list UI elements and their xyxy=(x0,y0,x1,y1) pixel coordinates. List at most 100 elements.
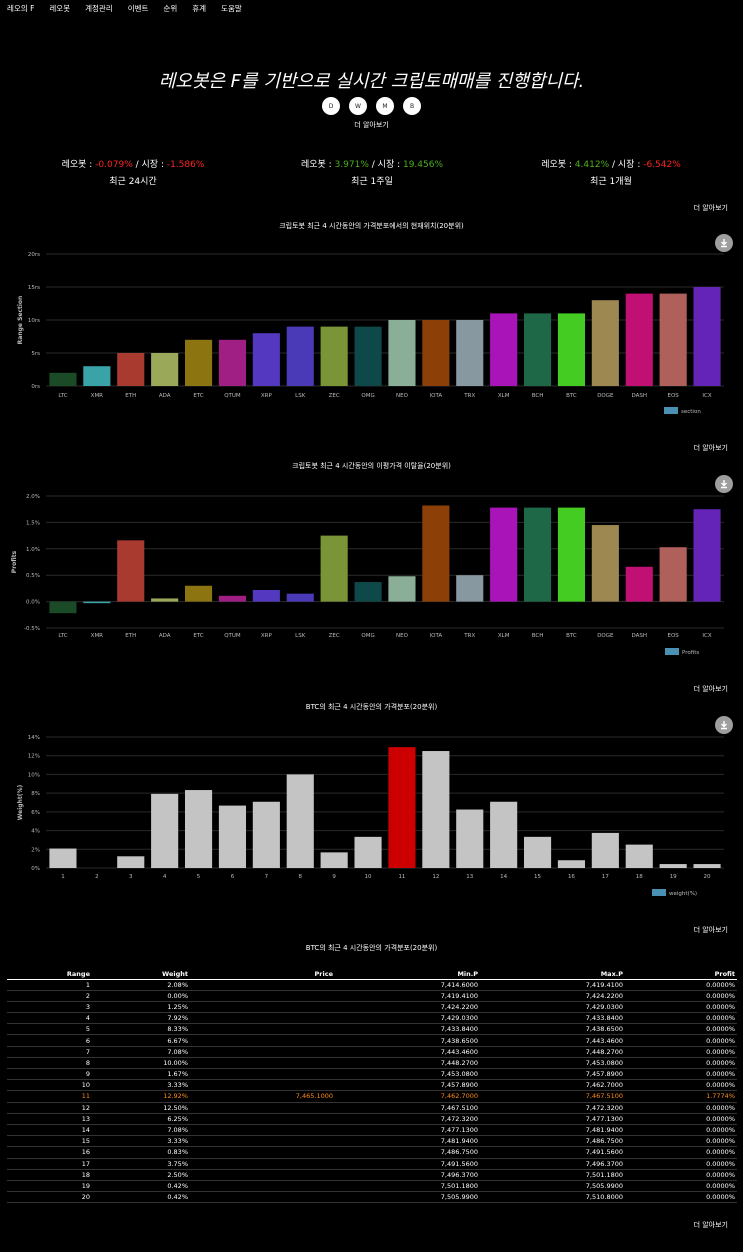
bar-ICX[interactable] xyxy=(693,287,721,386)
bar-ETC[interactable] xyxy=(184,585,213,602)
bar-BCH[interactable] xyxy=(523,313,552,386)
stat-market-label: / 시장 : xyxy=(368,160,403,170)
more-link-table[interactable]: 더 알아보기 xyxy=(693,926,728,934)
bar-1[interactable] xyxy=(49,848,77,868)
more-link-bottom[interactable]: 더 알아보기 xyxy=(693,1221,728,1229)
bar-7[interactable] xyxy=(252,801,280,868)
bar-DOGE[interactable] xyxy=(591,300,619,386)
bar-EOS[interactable] xyxy=(659,293,687,386)
cell-weight: 12.50% xyxy=(92,1102,190,1114)
x-tick-label: DASH xyxy=(631,393,647,399)
legend-swatch[interactable] xyxy=(652,889,666,896)
bar-10[interactable] xyxy=(354,836,382,868)
document-icon[interactable]: D xyxy=(322,97,340,115)
bar-NEO[interactable] xyxy=(388,320,416,386)
bar-LSK[interactable] xyxy=(286,593,314,602)
bar-QTUM[interactable] xyxy=(218,339,247,386)
bar-NEO[interactable] xyxy=(388,576,416,602)
bar-DASH[interactable] xyxy=(625,566,653,602)
cell-profit: 0.0000% xyxy=(625,1135,737,1148)
nav-item-leobot[interactable]: 레오봇 xyxy=(49,3,71,13)
bar-BCH[interactable] xyxy=(523,507,552,602)
cell-weight: 7.08% xyxy=(92,1046,190,1058)
legend-swatch[interactable] xyxy=(665,648,679,655)
cell-range: 10 xyxy=(7,1079,92,1092)
bar-XMR[interactable] xyxy=(83,601,111,604)
bar-ETH[interactable] xyxy=(117,540,145,602)
table-row: 14 7.08% 7,477.1300 7,481.9400 0.0000% xyxy=(7,1124,737,1137)
bar-19[interactable] xyxy=(659,864,687,868)
bar-IOTA[interactable] xyxy=(422,505,450,602)
bar-XRP[interactable] xyxy=(252,333,280,386)
more-link-chart2[interactable]: 더 알아보기 xyxy=(693,444,728,452)
bar-16[interactable] xyxy=(557,860,586,868)
cell-price xyxy=(190,979,335,991)
nav-item-account[interactable]: 계정관리 xyxy=(85,3,113,13)
bar-EOS[interactable] xyxy=(659,547,687,602)
bar-XRP[interactable] xyxy=(252,589,280,602)
bar-11[interactable] xyxy=(388,747,416,868)
cell-weight: 1.67% xyxy=(92,1068,190,1081)
bar-ZEC[interactable] xyxy=(320,535,348,602)
bar-8[interactable] xyxy=(286,774,314,868)
bar-LTC[interactable] xyxy=(49,601,77,614)
x-tick-label: 3 xyxy=(129,874,133,880)
bar-TRX[interactable] xyxy=(456,320,484,386)
nav-item-rest[interactable]: 휴계 xyxy=(192,3,207,13)
w-icon[interactable]: W xyxy=(349,97,367,115)
table-row: 9 1.67% 7,453.0800 7,457.8900 0.0000% xyxy=(7,1068,737,1081)
bar-3[interactable] xyxy=(117,856,145,868)
bar-17[interactable] xyxy=(591,832,619,868)
bar-5[interactable] xyxy=(184,790,213,868)
bar-BTC[interactable] xyxy=(557,313,586,386)
stat-market-value: -6.542% xyxy=(643,160,681,170)
bar-13[interactable] xyxy=(456,809,484,868)
more-link-chart3[interactable]: 더 알아보기 xyxy=(693,685,728,693)
x-tick-label: BCH xyxy=(532,393,544,399)
bar-IOTA[interactable] xyxy=(422,320,450,386)
bar-ETH[interactable] xyxy=(117,353,145,386)
bar-OMG[interactable] xyxy=(354,326,382,386)
bar-XLM[interactable] xyxy=(490,507,518,602)
bar-TRX[interactable] xyxy=(456,575,484,602)
bar-QTUM[interactable] xyxy=(218,595,247,602)
more-link-chart1[interactable]: 더 알아보기 xyxy=(693,204,728,212)
bar-15[interactable] xyxy=(523,836,552,868)
bar-ADA[interactable] xyxy=(151,598,179,602)
bar-ZEC[interactable] xyxy=(320,326,348,386)
bar-OMG[interactable] xyxy=(354,582,382,602)
bar-4[interactable] xyxy=(151,793,179,868)
download-icon[interactable] xyxy=(715,475,733,493)
stat-bot-value: -0.079% xyxy=(95,160,133,170)
download-icon[interactable] xyxy=(715,716,733,734)
bar-18[interactable] xyxy=(625,844,653,868)
bar-ICX[interactable] xyxy=(693,509,721,602)
mail-icon[interactable]: M xyxy=(376,97,394,115)
bar-XMR[interactable] xyxy=(83,366,111,386)
nav-item-ranking[interactable]: 순위 xyxy=(163,3,178,13)
cell-weight: 0.83% xyxy=(92,1146,190,1159)
hero-more-link[interactable]: 더 알아보기 xyxy=(354,121,389,129)
bar-9[interactable] xyxy=(320,852,348,868)
bar-XLM[interactable] xyxy=(490,313,518,386)
bar-ADA[interactable] xyxy=(151,353,179,386)
b-icon[interactable]: B xyxy=(403,97,421,115)
y-tick-label: 14% xyxy=(28,735,40,741)
download-icon[interactable] xyxy=(715,234,733,252)
bar-LSK[interactable] xyxy=(286,326,314,386)
nav-item-home[interactable]: 레오의 F xyxy=(7,3,35,13)
bar-12[interactable] xyxy=(422,751,450,868)
x-tick-label: 5 xyxy=(197,874,201,880)
bar-14[interactable] xyxy=(490,801,518,868)
bar-BTC[interactable] xyxy=(557,507,586,602)
bar-LTC[interactable] xyxy=(49,372,77,386)
bar-6[interactable] xyxy=(218,805,247,868)
nav-item-help[interactable]: 도움말 xyxy=(221,3,242,13)
bar-ETC[interactable] xyxy=(184,339,213,386)
cell-price xyxy=(190,1057,335,1070)
legend-swatch[interactable] xyxy=(664,407,678,414)
bar-DOGE[interactable] xyxy=(591,525,619,602)
nav-item-event[interactable]: 이벤트 xyxy=(127,3,149,13)
bar-DASH[interactable] xyxy=(625,293,653,386)
bar-20[interactable] xyxy=(693,864,721,868)
